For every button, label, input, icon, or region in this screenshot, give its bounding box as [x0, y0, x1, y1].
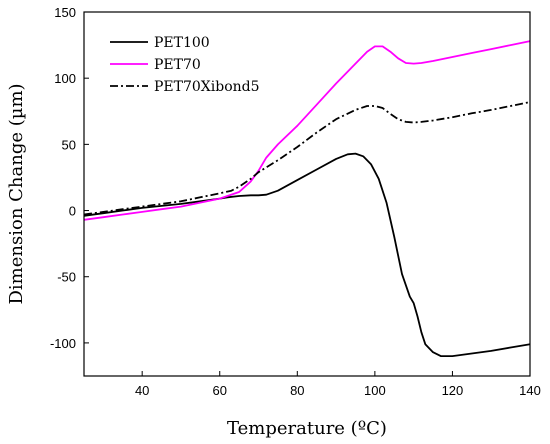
legend-label: PET100	[154, 35, 210, 51]
y-tick-label: 0	[69, 204, 76, 219]
legend-label: PET70Xibond5	[154, 79, 260, 95]
series-line-pet70	[83, 40, 531, 221]
plot-frame	[83, 11, 531, 377]
y-tick-label: -100	[50, 336, 76, 351]
series-line-pet70xibond5	[83, 101, 531, 216]
legend: PET100 PET70 PET70Xibond5	[110, 35, 260, 95]
x-tick-label: 140	[519, 383, 541, 398]
series-line-pet100	[83, 152, 531, 357]
x-tick-label: 80	[290, 383, 304, 398]
legend-label: PET70	[154, 57, 201, 73]
y-tick-label: 100	[54, 71, 76, 86]
y-tick-label: -50	[57, 270, 76, 285]
x-tick-label: 120	[442, 383, 464, 398]
y-axis-title: Dimension Change (µm)	[6, 83, 27, 304]
x-tick-label: 40	[135, 383, 149, 398]
x-axis: 40 60 80 100 120 140	[135, 371, 541, 398]
y-axis: -100 -50 0 50 100 150	[50, 5, 89, 351]
y-tick-label: 150	[54, 5, 76, 20]
x-tick-label: 100	[364, 383, 386, 398]
x-axis-title: Temperature (ºC)	[227, 418, 387, 439]
y-tick-label: 50	[62, 137, 76, 152]
x-tick-label: 60	[213, 383, 227, 398]
plot-area	[83, 40, 531, 357]
